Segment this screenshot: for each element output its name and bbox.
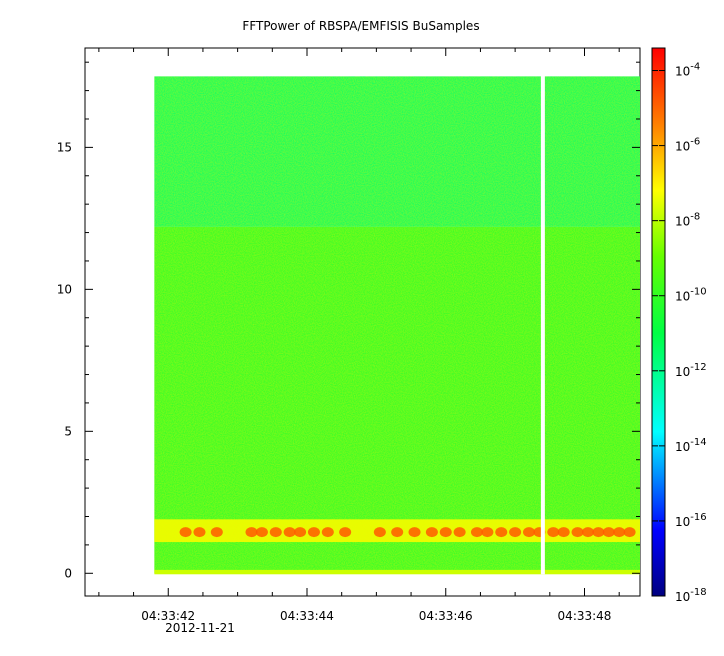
burst-24 — [557, 527, 570, 538]
x-tick-label-2: 04:33:46 — [419, 609, 473, 623]
colorbar-tick-label-0: 10-4 — [675, 62, 700, 79]
colorbar-tick-exponent-4: -12 — [690, 362, 706, 373]
x-date-label: 2012-11-21 — [165, 621, 235, 635]
burst-17 — [470, 527, 483, 538]
burst-30 — [623, 527, 636, 538]
colorbar-tick-label-2: 10-8 — [675, 212, 700, 229]
spectrogram-band-texture-0 — [154, 76, 640, 227]
colorbar-tick-exponent-5: -14 — [690, 437, 706, 448]
colorbar-tick-exponent-3: -10 — [690, 287, 706, 298]
burst-21 — [523, 527, 535, 538]
burst-26 — [581, 527, 594, 538]
burst-25 — [571, 527, 584, 538]
burst-5 — [269, 527, 282, 538]
colorbar-tick-exponent-2: -8 — [690, 212, 700, 223]
colorbar-tick-exponent-7: -18 — [690, 587, 706, 598]
burst-1 — [193, 527, 206, 538]
colorbar-tick-exponent-0: -4 — [690, 62, 700, 73]
colorbar-tick-label-3: 10-10 — [675, 287, 707, 304]
colorbar-tick-label-5: 10-14 — [675, 437, 707, 454]
burst-20 — [509, 527, 522, 538]
colorbar-tick-exponent-6: -16 — [690, 512, 706, 523]
burst-23 — [547, 527, 560, 538]
colorbar — [651, 47, 666, 597]
burst-12 — [391, 527, 404, 538]
burst-13 — [408, 527, 421, 538]
x-tick-label-3: 04:33:48 — [558, 609, 612, 623]
x-axis: 04:33:42 04:33:44 04:33:46 04:33:48 — [98, 48, 620, 623]
burst-9 — [321, 527, 334, 538]
colorbar-tick-label-1: 10-6 — [675, 137, 700, 154]
spectrogram-band-texture-1 — [154, 226, 640, 574]
chart-title: FFTPower of RBSPA/EMFISIS BuSamples — [242, 19, 479, 33]
burst-4 — [255, 527, 268, 538]
colorbar-tick-label-4: 10-12 — [675, 362, 707, 379]
burst-0 — [179, 527, 192, 538]
spectrogram-image — [154, 75, 640, 575]
burst-15 — [439, 527, 452, 538]
burst-11 — [373, 527, 386, 538]
y-tick-label-0: 0 — [64, 566, 72, 580]
spectrogram-base-strip — [154, 569, 640, 575]
burst-3 — [245, 527, 258, 538]
burst-28 — [602, 527, 615, 538]
burst-10 — [339, 527, 352, 538]
colorbar-tick-label-6: 10-16 — [675, 512, 707, 529]
y-tick-label-3: 15 — [57, 140, 72, 154]
burst-2 — [210, 527, 223, 538]
burst-29 — [613, 527, 626, 538]
colorbar-tick-exponent-1: -6 — [690, 137, 700, 148]
y-tick-label-1: 5 — [64, 424, 72, 438]
burst-8 — [307, 527, 320, 538]
data-gap — [540, 75, 545, 575]
burst-7 — [294, 527, 307, 538]
burst-14 — [425, 527, 438, 538]
y-tick-label-2: 10 — [57, 282, 72, 296]
burst-19 — [495, 527, 508, 538]
colorbar-tick-label-7: 10-18 — [675, 587, 707, 604]
x-tick-label-1: 04:33:44 — [280, 609, 334, 623]
burst-16 — [453, 527, 466, 538]
burst-6 — [283, 527, 296, 538]
x-tick-label-0: 04:33:42 — [141, 609, 195, 623]
y-axis: 0 5 10 15 — [57, 61, 640, 580]
burst-18 — [481, 527, 494, 538]
burst-27 — [592, 527, 605, 538]
